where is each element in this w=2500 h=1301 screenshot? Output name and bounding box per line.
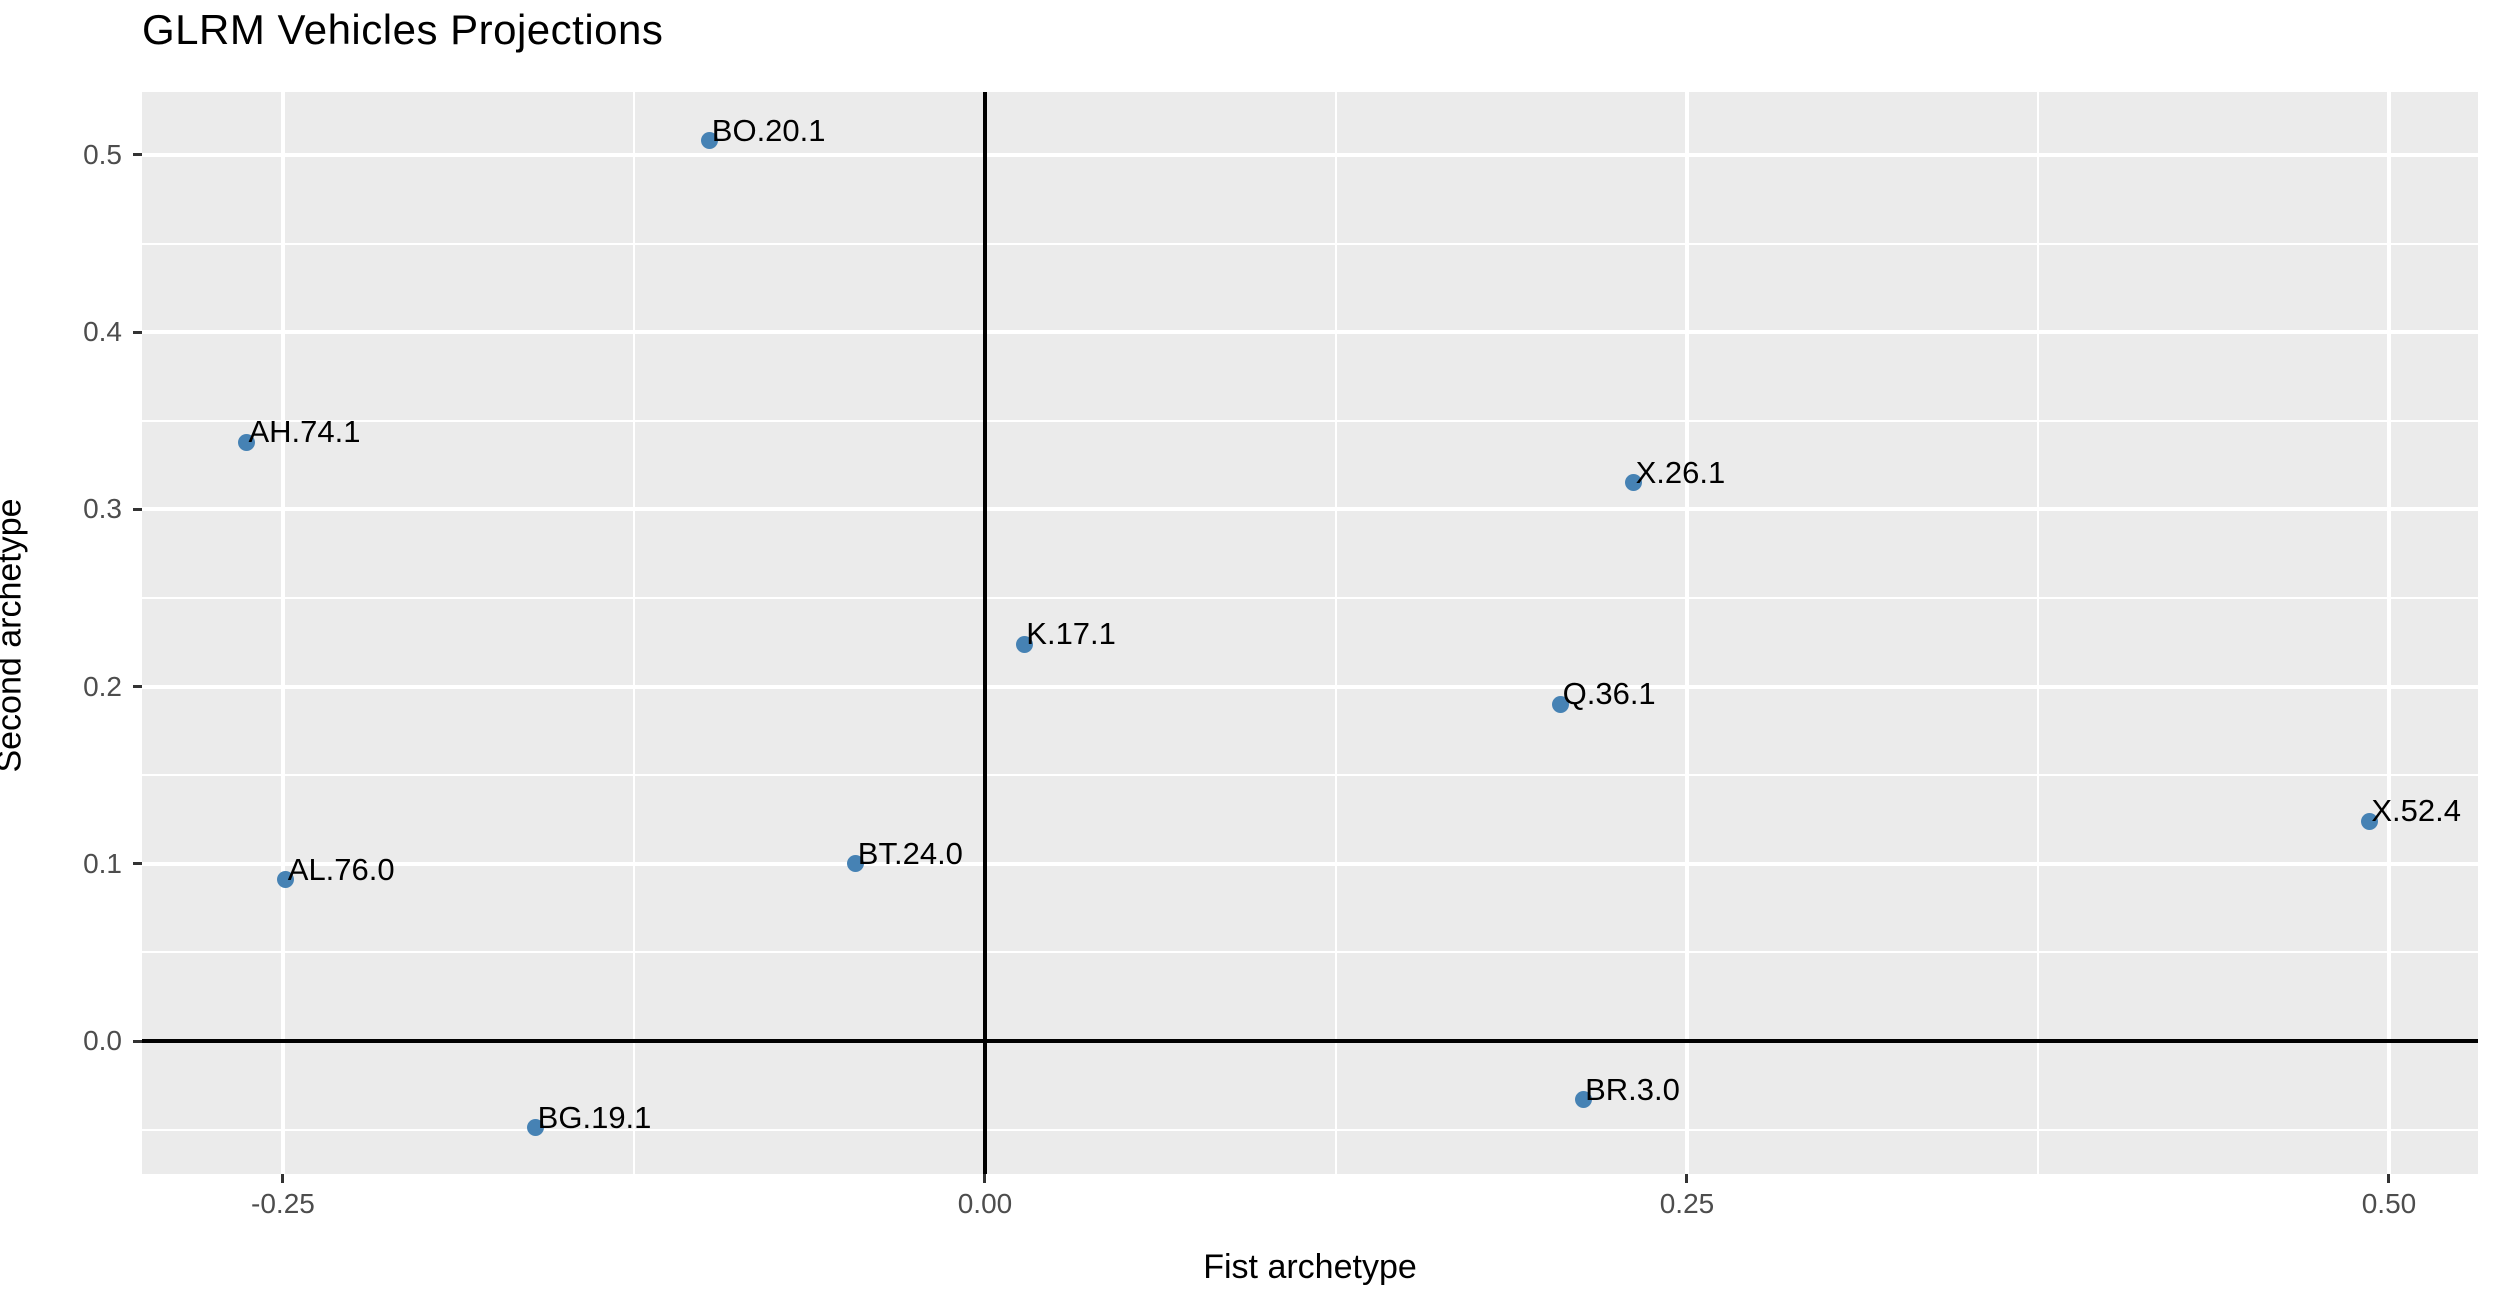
data-point-label: X.26.1 <box>1635 454 1726 490</box>
plot-panel: BO.20.1 AH.74.1 X.26.1 K.17.1 Q.36.1 X.52.4 BT… <box>142 92 2478 1174</box>
major-gridline-horizontal <box>142 507 2478 512</box>
data-point <box>277 871 295 889</box>
minor-gridline-horizontal <box>142 774 2478 777</box>
x-axis-tick-label: -0.25 <box>251 1188 315 1219</box>
y-axis-tick-mark <box>133 507 142 511</box>
data-point-label: BT.24.0 <box>857 835 963 871</box>
y-axis-tick-label: 0.3 <box>83 493 122 525</box>
y-axis-tick-mark <box>133 153 142 157</box>
data-point-label: AH.74.1 <box>248 414 361 450</box>
zero-axis-vertical-line <box>982 92 987 1174</box>
zero-axis-horizontal-line <box>142 1039 2478 1044</box>
minor-gridline-horizontal <box>142 951 2478 954</box>
y-axis-tick-label: 0.1 <box>83 847 122 879</box>
y-axis-title-text: Second archetype <box>0 498 29 773</box>
y-axis-tick-mark <box>133 1039 142 1043</box>
data-point <box>2360 812 2378 830</box>
major-gridline-vertical <box>1684 92 1689 1174</box>
x-axis-tick-label: 0.50 <box>2361 1188 2417 1219</box>
x-axis-title: Fist archetype <box>1203 1248 1417 1286</box>
data-point <box>237 433 255 451</box>
data-point <box>527 1119 545 1137</box>
major-gridline-vertical <box>280 92 285 1174</box>
chart-title: GLRM Vehicles Projections <box>142 6 664 53</box>
minor-gridline-horizontal <box>142 242 2478 245</box>
y-axis-tick-mark <box>133 330 142 334</box>
y-axis-tick-label: 0.2 <box>83 670 122 702</box>
major-gridline-vertical <box>2386 92 2391 1174</box>
data-point <box>1574 1091 1592 1109</box>
y-axis-tick-label: 0.0 <box>83 1025 122 1057</box>
data-point-label: AL.76.0 <box>287 851 395 887</box>
minor-gridline-horizontal <box>142 419 2478 422</box>
x-axis-tick-mark <box>1685 1174 1689 1183</box>
data-point <box>1015 635 1033 653</box>
y-axis-tick-mark <box>133 685 142 689</box>
data-point <box>701 132 719 150</box>
data-point <box>1625 474 1643 492</box>
x-axis-tick-mark <box>281 1174 285 1183</box>
data-point <box>847 855 865 873</box>
major-gridline-horizontal <box>142 330 2478 335</box>
data-point-label: BR.3.0 <box>1585 1071 1680 1107</box>
minor-gridline-horizontal <box>142 596 2478 599</box>
major-gridline-horizontal <box>142 152 2478 157</box>
data-point-label: BG.19.1 <box>537 1099 652 1135</box>
x-axis-tick-mark <box>2387 1174 2391 1183</box>
x-axis-tick-label: 0.25 <box>1659 1188 1715 1219</box>
data-point <box>1552 695 1570 713</box>
data-point-label: Q.36.1 <box>1562 676 1656 712</box>
x-axis-tick-label: 0.00 <box>957 1188 1013 1219</box>
data-point-label: K.17.1 <box>1026 616 1116 652</box>
minor-gridline-horizontal <box>142 1128 2478 1131</box>
y-axis-tick-label: 0.4 <box>83 316 122 348</box>
data-point-label: BO.20.1 <box>711 112 826 148</box>
data-point-label: X.52.4 <box>2371 793 2461 829</box>
x-axis-tick-mark <box>983 1174 987 1183</box>
major-gridline-horizontal <box>142 684 2478 689</box>
minor-gridline-vertical <box>2036 92 2039 1174</box>
y-axis-tick-mark <box>133 862 142 866</box>
y-axis-tick-label: 0.5 <box>83 138 122 170</box>
minor-gridline-vertical <box>1334 92 1337 1174</box>
major-gridline-horizontal <box>142 861 2478 866</box>
minor-gridline-vertical <box>632 92 635 1174</box>
